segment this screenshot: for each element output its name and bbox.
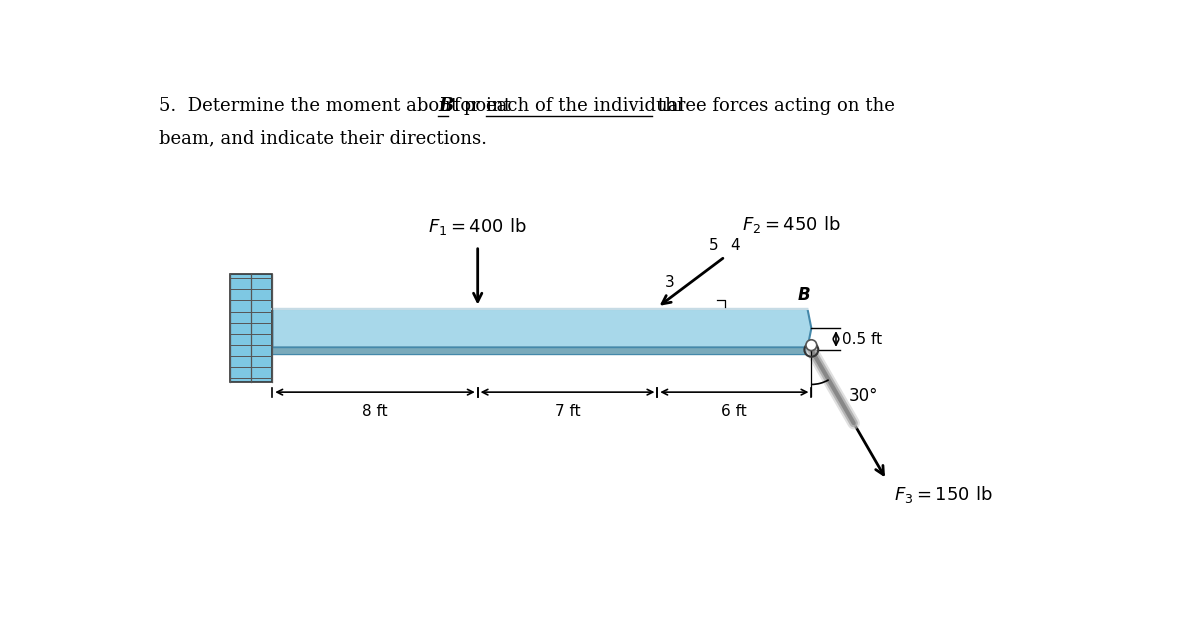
Text: 7 ft: 7 ft	[554, 404, 581, 419]
Text: $F_3 = 150$ lb: $F_3 = 150$ lb	[894, 483, 992, 505]
Text: 0.5 ft: 0.5 ft	[842, 331, 882, 347]
Polygon shape	[230, 275, 272, 382]
Circle shape	[806, 340, 817, 350]
Polygon shape	[272, 309, 811, 347]
Text: 8 ft: 8 ft	[362, 404, 388, 419]
Text: for: for	[449, 97, 486, 115]
Text: 5.  Determine the moment about point: 5. Determine the moment about point	[160, 97, 517, 115]
Text: 30°: 30°	[848, 387, 878, 404]
Text: 6 ft: 6 ft	[721, 404, 748, 419]
Text: each of the individual: each of the individual	[486, 97, 684, 115]
Text: beam, and indicate their directions.: beam, and indicate their directions.	[160, 129, 487, 148]
Text: 3: 3	[665, 275, 674, 290]
Text: $F_1 = 400$ lb: $F_1 = 400$ lb	[428, 215, 527, 236]
Text: 5: 5	[709, 238, 719, 253]
Text: B: B	[797, 285, 810, 304]
Text: B: B	[438, 97, 454, 115]
Text: three forces acting on the: three forces acting on the	[652, 97, 895, 115]
Text: 4: 4	[731, 238, 740, 253]
Text: $F_2 = 450$ lb: $F_2 = 450$ lb	[742, 214, 840, 235]
